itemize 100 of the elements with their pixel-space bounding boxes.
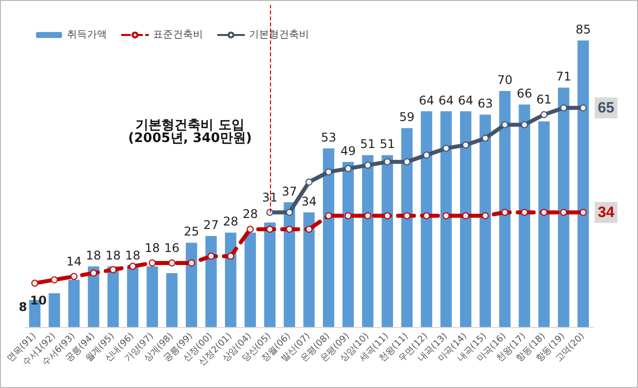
point xyxy=(501,208,508,216)
point xyxy=(403,212,410,220)
data-label: 66 xyxy=(516,86,532,101)
point xyxy=(540,111,548,118)
point xyxy=(442,144,450,152)
point xyxy=(501,121,508,128)
point xyxy=(580,208,587,216)
data-label: 34 xyxy=(598,204,616,221)
legend-label: 기본형건축비 xyxy=(249,30,309,40)
data-label: 18 xyxy=(86,248,102,262)
point xyxy=(325,168,332,176)
bar xyxy=(538,121,550,327)
point xyxy=(560,104,568,112)
point xyxy=(227,252,234,260)
bar xyxy=(499,91,511,327)
data-label: 16 xyxy=(164,240,180,255)
data-label: 64 xyxy=(418,93,434,108)
point xyxy=(560,208,568,216)
bar xyxy=(166,273,178,327)
bar xyxy=(48,293,60,327)
data-label: 28 xyxy=(242,207,258,222)
point xyxy=(90,270,98,277)
point xyxy=(325,212,332,220)
point xyxy=(168,259,176,266)
data-label: 27 xyxy=(203,218,219,232)
data-label: 71 xyxy=(556,70,572,84)
point xyxy=(110,266,117,274)
point xyxy=(442,212,450,220)
bar xyxy=(224,232,236,327)
point xyxy=(520,121,528,128)
point xyxy=(286,226,293,233)
point xyxy=(246,226,254,233)
data-label: 59 xyxy=(399,110,415,124)
point xyxy=(344,165,352,172)
bar xyxy=(518,104,530,327)
data-label: 8 xyxy=(18,300,28,314)
data-label: 49 xyxy=(340,144,356,158)
point xyxy=(306,226,312,233)
data-label: 18 xyxy=(144,240,160,255)
point xyxy=(50,276,58,284)
bar xyxy=(382,155,394,327)
point xyxy=(344,212,352,220)
point xyxy=(520,208,528,216)
bar xyxy=(578,40,589,327)
point xyxy=(129,262,136,270)
data-label: 31 xyxy=(262,190,278,204)
point xyxy=(462,141,470,148)
bar xyxy=(558,88,570,327)
point xyxy=(384,212,391,220)
legend-label: 표준건축비 xyxy=(153,30,203,40)
data-label: 61 xyxy=(536,92,552,107)
point xyxy=(384,158,391,166)
bar xyxy=(264,222,276,327)
point xyxy=(462,212,470,220)
point xyxy=(208,252,215,260)
data-label: 34 xyxy=(301,194,317,208)
bar xyxy=(146,266,158,327)
bar xyxy=(480,114,491,327)
data-label: 70 xyxy=(497,73,513,88)
point xyxy=(148,259,156,266)
data-label: 51 xyxy=(380,137,395,152)
point xyxy=(31,280,38,287)
data-label: 18 xyxy=(125,248,140,262)
bar xyxy=(460,111,472,327)
point xyxy=(286,208,293,216)
data-label: 65 xyxy=(598,99,614,116)
bar xyxy=(205,236,217,327)
point xyxy=(188,259,195,266)
data-label: 53 xyxy=(320,130,336,144)
point xyxy=(580,104,587,112)
data-label: 37 xyxy=(282,184,298,198)
data-label: 63 xyxy=(478,96,493,111)
bar xyxy=(303,212,315,327)
point xyxy=(482,212,489,220)
data-label: 85 xyxy=(576,22,591,36)
point xyxy=(540,208,548,216)
bar xyxy=(342,162,354,327)
data-label: 64 xyxy=(458,93,474,108)
data-label: 28 xyxy=(223,214,238,229)
bar xyxy=(322,148,334,327)
data-label: 64 xyxy=(438,93,454,108)
data-label: 25 xyxy=(184,224,200,239)
point xyxy=(423,152,430,159)
point xyxy=(266,226,274,233)
bar xyxy=(420,111,432,327)
bar xyxy=(186,242,198,327)
data-label: 18 xyxy=(105,248,121,262)
bar xyxy=(401,128,413,327)
bar xyxy=(362,155,374,327)
legend-label: 취득가액 xyxy=(67,30,107,40)
point xyxy=(364,162,372,169)
data-label: 14 xyxy=(66,254,82,268)
point xyxy=(403,158,410,166)
bar xyxy=(127,266,138,327)
bar xyxy=(88,266,100,327)
point xyxy=(70,272,78,280)
data-label: 51 xyxy=(360,137,376,152)
point xyxy=(364,212,372,220)
point xyxy=(423,212,430,220)
point xyxy=(306,178,312,186)
